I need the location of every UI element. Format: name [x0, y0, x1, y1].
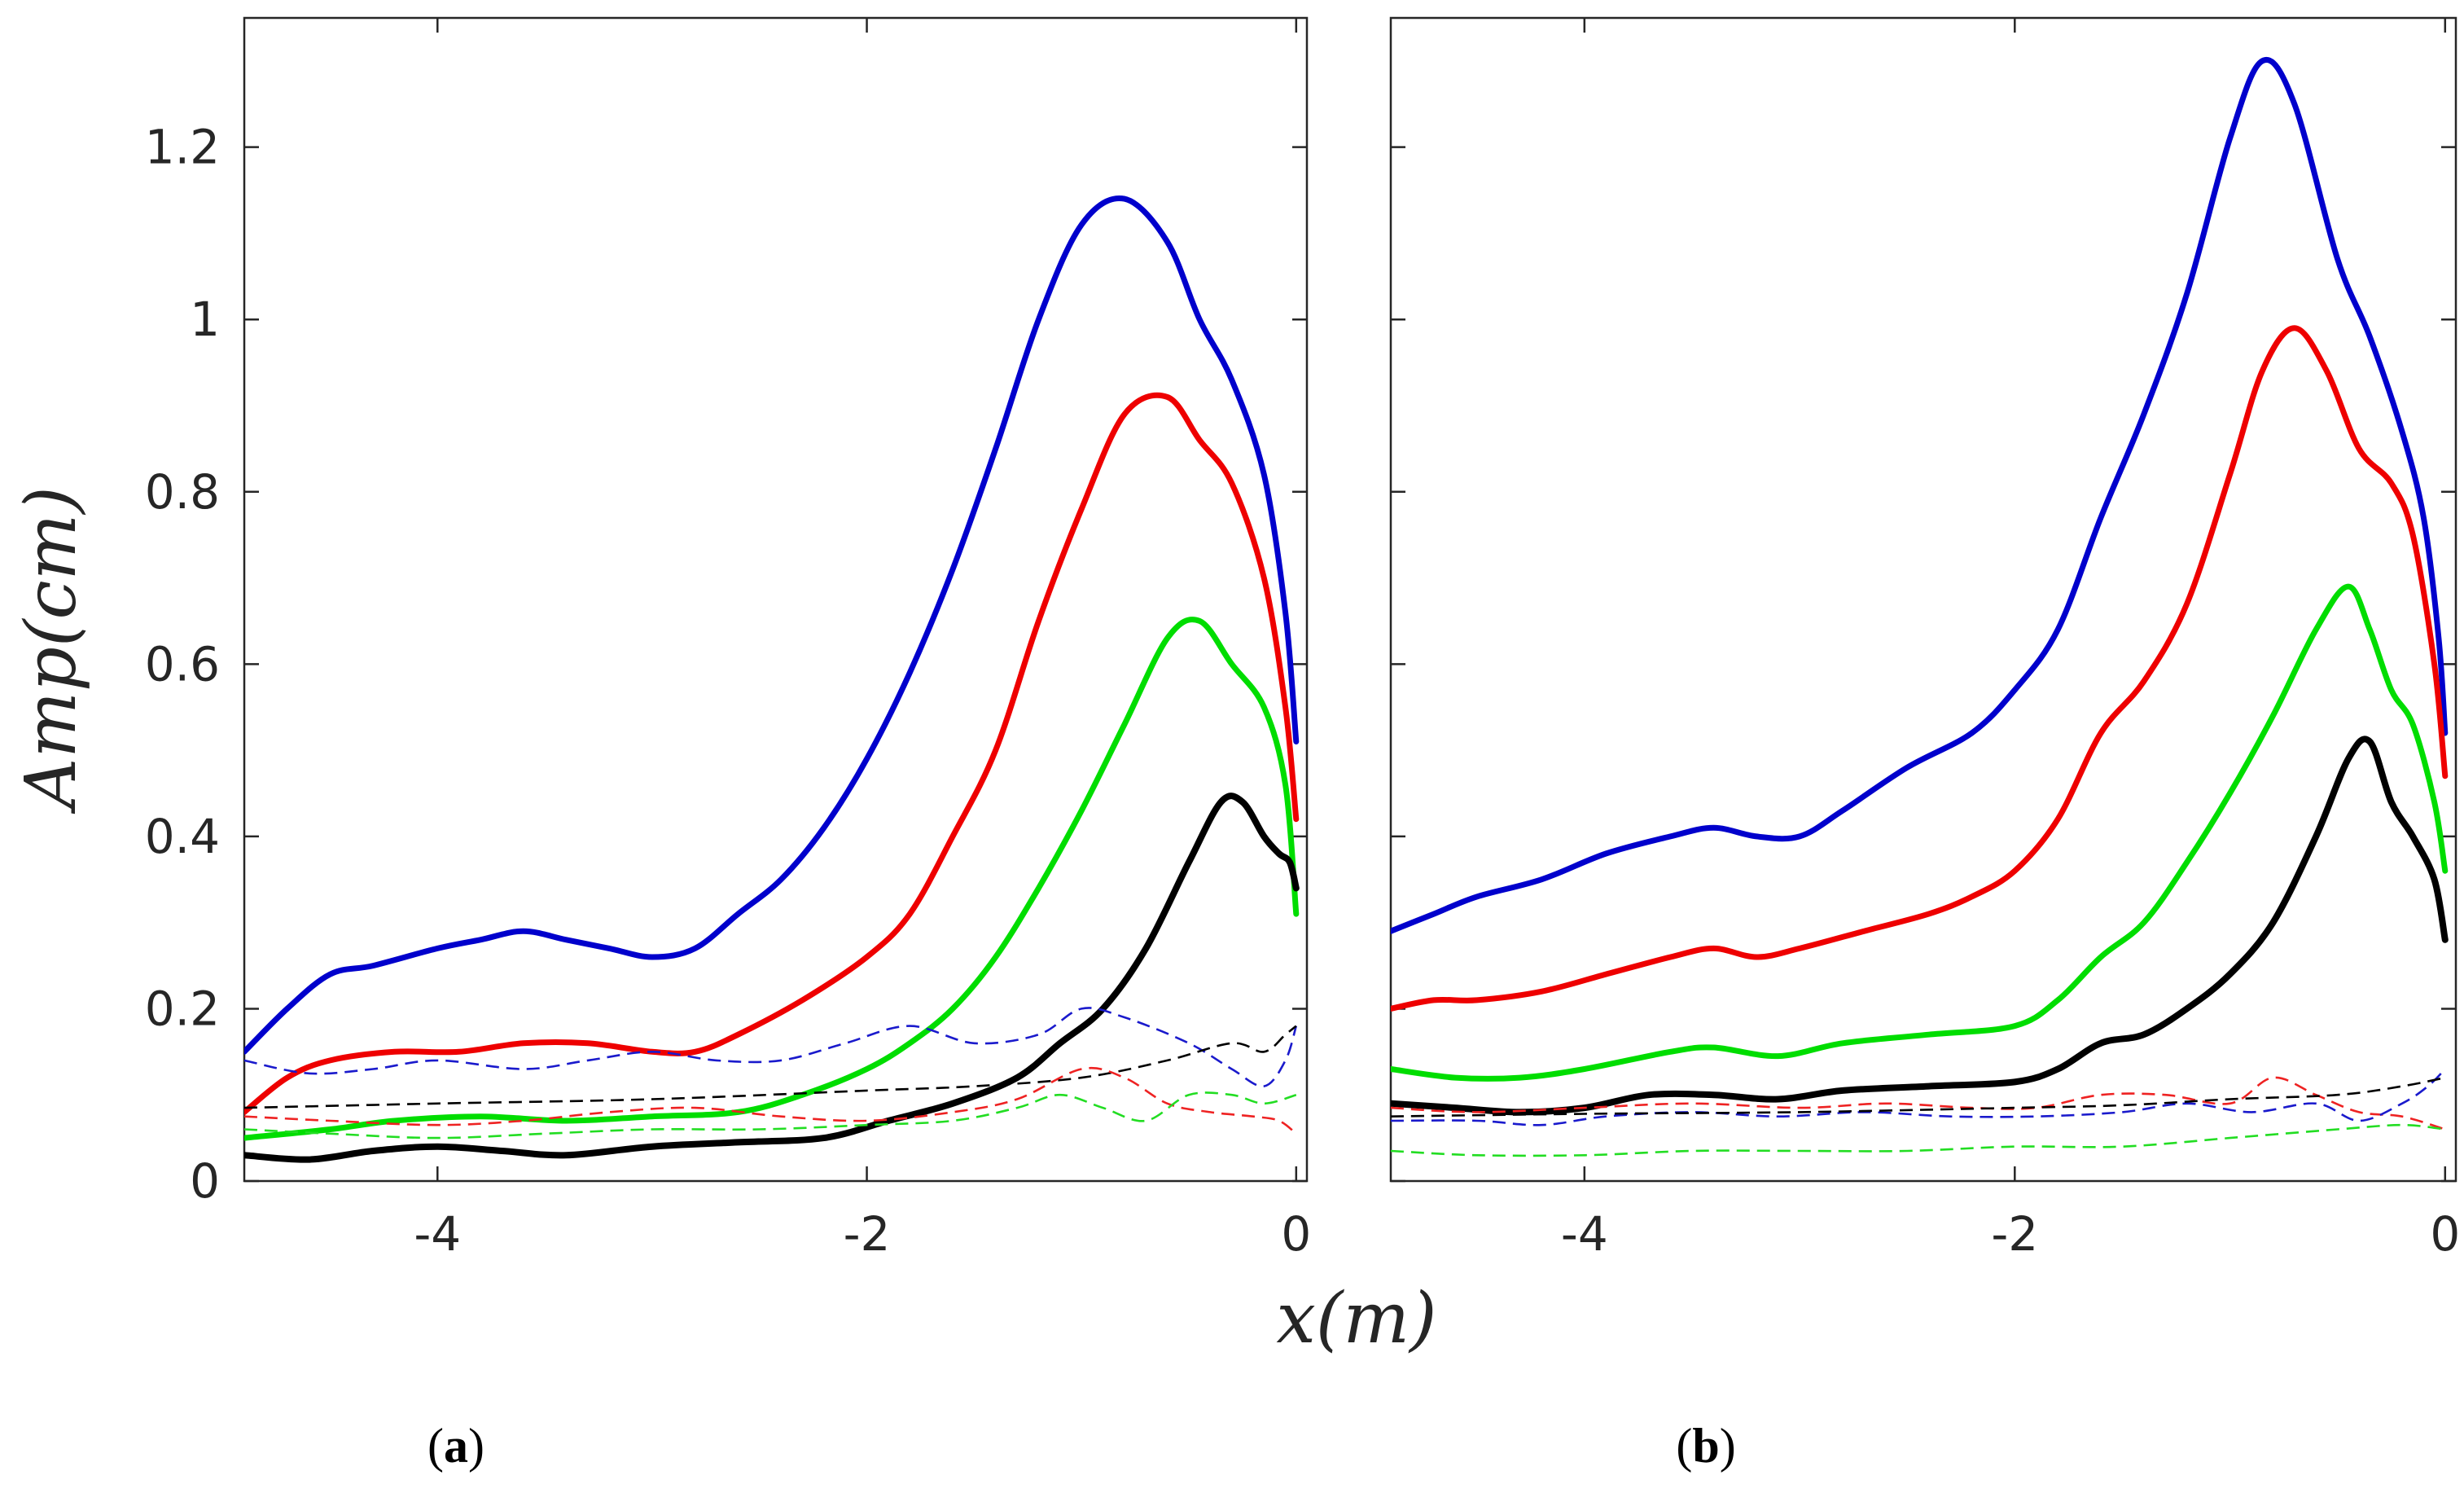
panel-label-a-open: (: [427, 1419, 444, 1473]
panel-label-b-letter: b: [1692, 1419, 1719, 1473]
series-black-solid: [244, 793, 1300, 1163]
x-tick-label: 0: [1281, 1206, 1311, 1262]
panel-label-b-close: ): [1720, 1419, 1736, 1473]
series-green-dashed: [1391, 1123, 2445, 1157]
series-blue-dashed: [1391, 1068, 2446, 1126]
axes-frame: [243, 16, 1309, 1183]
x-axis-title: x(m): [1276, 1278, 1436, 1359]
series-black-solid: [1391, 736, 2449, 1116]
series-red-dashed: [244, 1067, 1297, 1135]
series-black-dashed: [244, 1025, 1297, 1109]
series-blue-solid: [244, 195, 1300, 1055]
series-red-solid: [244, 392, 1300, 1115]
series-red-solid: [1391, 325, 2449, 1012]
panel-label-a-close: ): [468, 1419, 484, 1473]
series-blue-dashed: [244, 1007, 1298, 1087]
y-tick-label: 0.8: [145, 464, 220, 520]
panel-a: 0 0.2 0.4 0.6 0.8 1 1.2 -4 -2 0: [145, 16, 1311, 1262]
x-tick-label: -2: [844, 1206, 891, 1262]
y-tick-label: 0: [190, 1153, 220, 1209]
panel-label-a-letter: a: [444, 1419, 468, 1473]
series-blue-solid: [1391, 57, 2449, 934]
series-black-dashed: [1391, 1076, 2446, 1118]
panel-b: -4 -2 0: [1389, 16, 2460, 1262]
y-tick-label: 0.4: [145, 809, 220, 864]
y-tick-label: 1.2: [145, 120, 220, 175]
panel-label-b-open: (: [1676, 1419, 1692, 1473]
series-green-solid: [244, 617, 1300, 1141]
x-tick-label: 0: [2430, 1206, 2460, 1262]
series-green-dashed: [244, 1091, 1297, 1140]
x-tick-label: -2: [1991, 1206, 2038, 1262]
y-axis-title: Amp(cm): [11, 486, 92, 815]
x-tick-label: -4: [414, 1206, 461, 1262]
y-tick-label: 0.2: [145, 981, 220, 1036]
series-red-dashed: [1391, 1076, 2446, 1131]
y-tick-label: 1: [190, 292, 220, 347]
panel-label-b: (b): [1676, 1419, 1735, 1473]
series-green-solid: [1391, 583, 2449, 1082]
y-tick-label: 0.6: [145, 636, 220, 692]
axes-frame: [1389, 16, 2457, 1183]
x-tick-label: -4: [1561, 1206, 1608, 1262]
panel-label-a: (a): [427, 1419, 484, 1473]
